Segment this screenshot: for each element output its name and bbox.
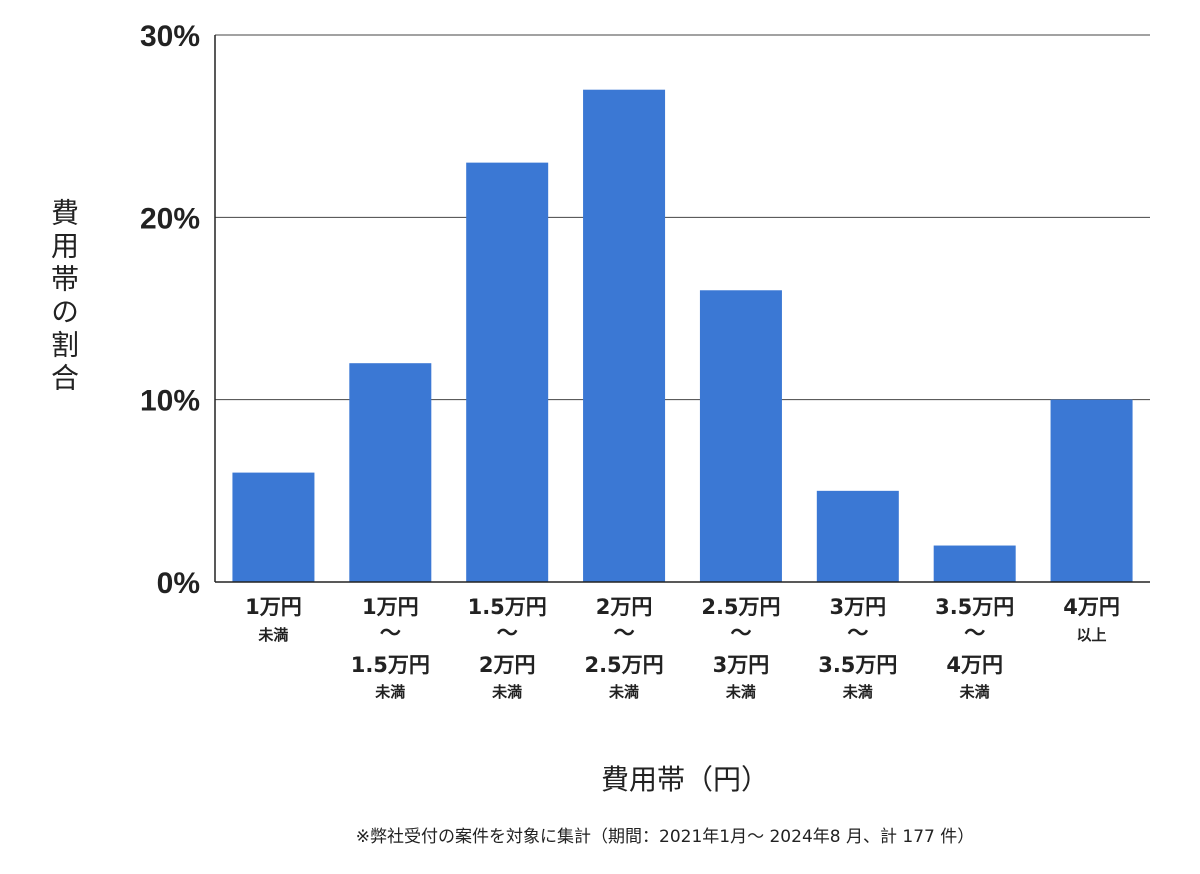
bar [699, 290, 782, 582]
x-tick-label: 4万円以上 [1063, 595, 1120, 644]
bar [816, 490, 899, 582]
footnote: ※弊社受付の案件を対象に集計（期間：2021年1月〜 2024年8 月、計 17… [355, 827, 975, 847]
bar [232, 472, 315, 582]
bar [1050, 399, 1133, 582]
bar [933, 545, 1016, 582]
bar [466, 162, 549, 582]
bar [583, 89, 666, 582]
x-axis-label: 費用帯（円） [600, 763, 769, 796]
bar [349, 363, 432, 582]
y-tick-label: 20% [140, 202, 200, 235]
y-tick-label: 0% [157, 567, 200, 600]
x-tick-label: 3万円〜 3.5万円未満 [818, 595, 897, 701]
x-tick-label: 1万円未満 [245, 595, 302, 644]
y-tick-label: 10% [140, 385, 200, 418]
y-tick-label: 30% [140, 20, 200, 53]
y-axis-label: 費用帯の割合 [47, 198, 80, 396]
x-tick-label: 2.5万円〜 3万円未満 [701, 595, 780, 701]
x-tick-label: 1万円〜 1.5万円未満 [351, 595, 430, 701]
x-tick-label: 2万円〜 2.5万円未満 [584, 595, 663, 701]
x-tick-label: 3.5万円〜 4万円未満 [935, 595, 1014, 701]
x-tick-label: 1.5万円〜 2万円未満 [468, 595, 547, 701]
